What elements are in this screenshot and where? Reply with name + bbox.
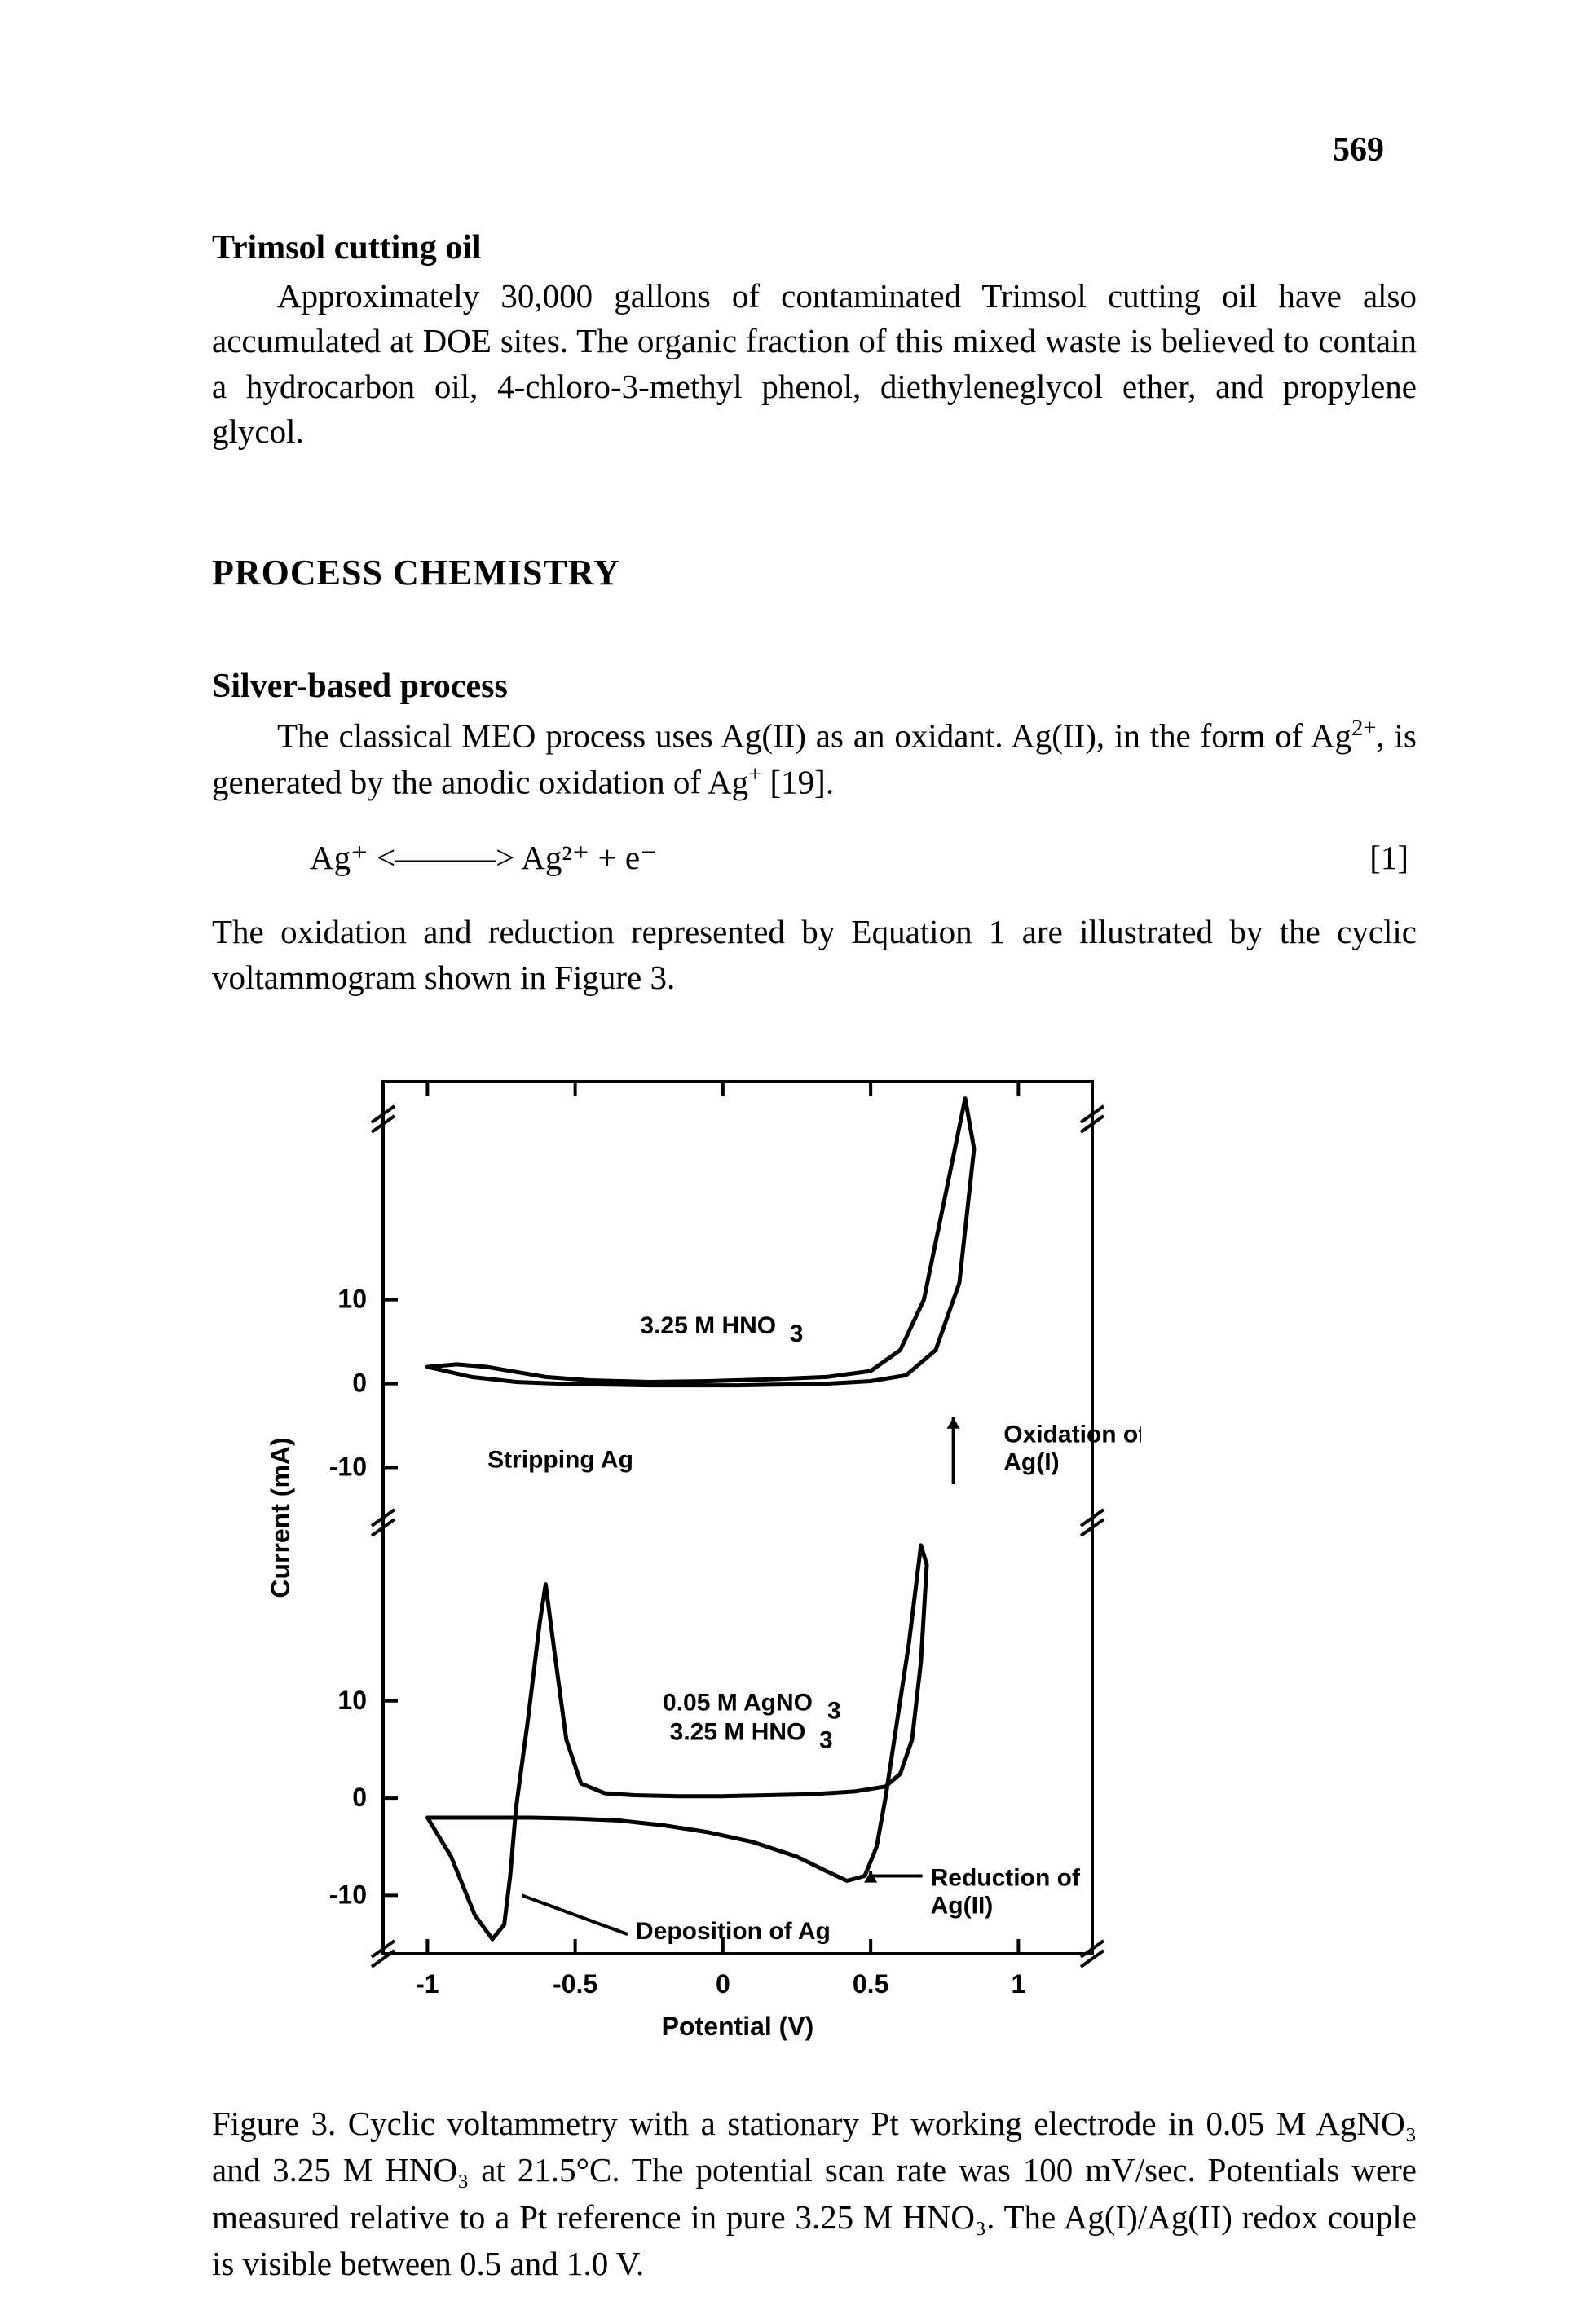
svg-text:0: 0 (716, 1969, 730, 1999)
heading-process-chemistry: PROCESS CHEMISTRY (212, 552, 1417, 593)
svg-text:3: 3 (819, 1727, 833, 1754)
equation-row: Ag⁺ <———> Ag²⁺ + e⁻ [1] (212, 838, 1417, 877)
svg-text:-1: -1 (416, 1969, 439, 1999)
equation-1-number: [1] (1369, 838, 1417, 877)
figure-3-caption: Figure 3. Cyclic voltammetry with a stat… (212, 2100, 1417, 2288)
svg-text:Potential (V): Potential (V) (662, 2012, 814, 2041)
svg-text:-10: -10 (329, 1880, 367, 1909)
svg-text:0: 0 (352, 1369, 367, 1398)
para-after-eq: The oxidation and reduction represented … (212, 910, 1417, 1000)
para-trimsol-text: Approximately 30,000 gallons of contamin… (212, 277, 1417, 450)
svg-text:10: 10 (337, 1285, 367, 1314)
svg-text:Current (mA): Current (mA) (266, 1437, 295, 1598)
svg-text:Stripping Ag: Stripping Ag (487, 1447, 633, 1474)
svg-text:-10: -10 (329, 1452, 367, 1482)
svg-text:3: 3 (827, 1698, 841, 1725)
svg-text:0: 0 (352, 1783, 367, 1812)
svg-text:Ag(II): Ag(II) (931, 1893, 994, 1920)
svg-text:Ag(I): Ag(I) (1003, 1449, 1059, 1476)
equation-1: Ag⁺ <———> Ag²⁺ + e⁻ (212, 838, 1369, 877)
svg-text:1: 1 (1011, 1969, 1025, 1999)
para-trimsol: Approximately 30,000 gallons of contamin… (212, 274, 1417, 454)
svg-text:3.25 M HNO: 3.25 M HNO (670, 1719, 806, 1746)
svg-text:3.25 M HNO: 3.25 M HNO (640, 1312, 776, 1339)
para-silver-intro: The classical MEO process uses Ag(II) as… (212, 712, 1417, 805)
svg-text:Oxidation of: Oxidation of (1003, 1422, 1141, 1448)
svg-text:3: 3 (790, 1320, 804, 1347)
heading-silver: Silver-based process (212, 667, 1417, 706)
heading-trimsol: Trimsol cutting oil (212, 228, 1417, 267)
page-number: 569 (1333, 130, 1384, 170)
svg-text:10: 10 (337, 1686, 367, 1715)
svg-text:0.05 M AgNO: 0.05 M AgNO (663, 1690, 813, 1717)
svg-text:Deposition of Ag: Deposition of Ag (636, 1918, 831, 1945)
svg-text:0.5: 0.5 (853, 1969, 888, 1999)
figure-3: -1 -0.5 0 0.5 1 Potential (V) -10 0 10 -10 0 10 Curr… (245, 1057, 1417, 2052)
cyclic-voltammogram-svg: -1 -0.5 0 0.5 1 Potential (V) -10 0 10 -10 0 10 Curr… (245, 1057, 1141, 2052)
svg-text:Reduction of: Reduction of (931, 1865, 1081, 1892)
svg-text:-0.5: -0.5 (553, 1969, 597, 1999)
